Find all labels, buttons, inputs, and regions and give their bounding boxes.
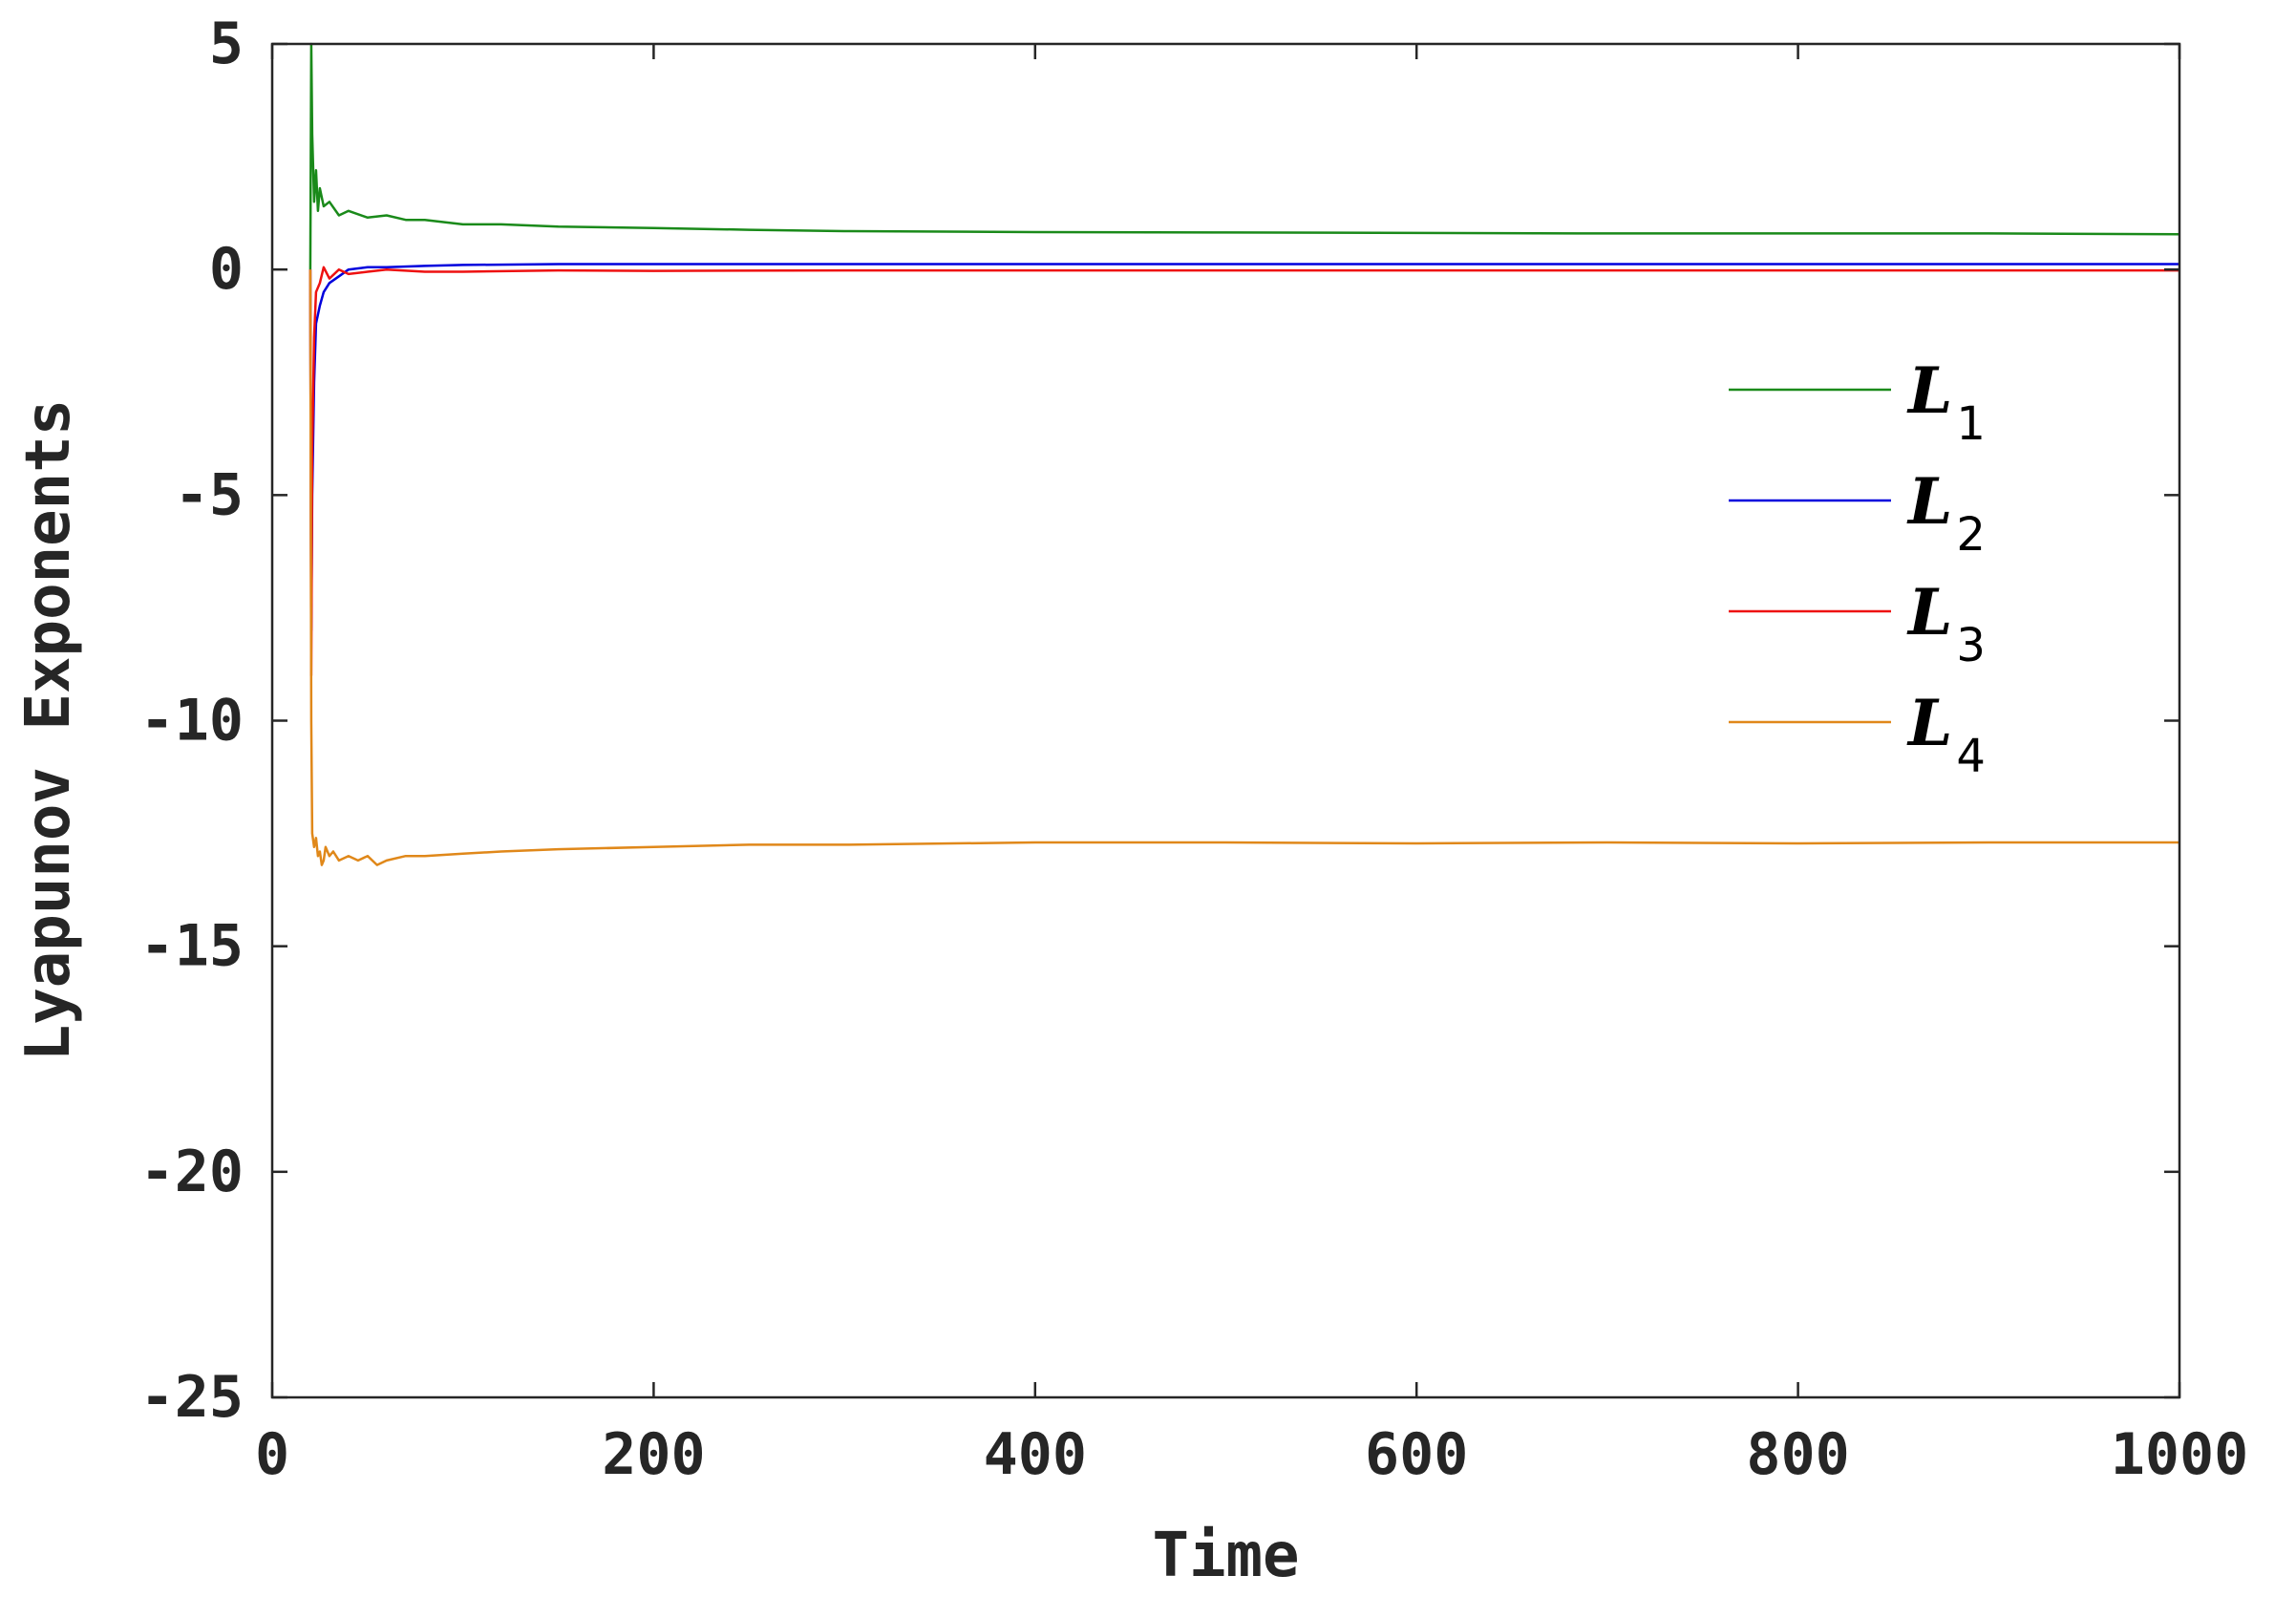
legend-label-subscript: 2 [1956, 508, 1986, 562]
series-line-l2 [308, 263, 2179, 632]
x-tick-label: 600 [1365, 1421, 1468, 1488]
x-axis-title: Time [1152, 1521, 1299, 1591]
x-tick-label: 400 [984, 1421, 1087, 1488]
legend-label-l3: L3 [1906, 575, 1986, 672]
legend-label-main: L [1906, 464, 1952, 539]
series-layer [308, 42, 2180, 866]
legend-label-main: L [1906, 686, 1952, 760]
y-tick-label: 5 [209, 11, 244, 77]
y-tick-label: -20 [140, 1139, 244, 1205]
y-tick-label: -5 [175, 461, 244, 528]
legend-label-main: L [1906, 575, 1952, 649]
series-line-l1 [308, 42, 2180, 270]
y-tick-label: 0 [209, 236, 244, 303]
y-tick-label: -15 [140, 913, 244, 980]
legend-label-subscript: 3 [1956, 619, 1986, 672]
legend-label-l1: L1 [1906, 353, 1986, 451]
legend-label-subscript: 1 [1956, 397, 1986, 451]
x-tick-label: 0 [255, 1421, 289, 1488]
series-line-l3 [308, 266, 2179, 677]
x-tick-label: 1000 [2111, 1421, 2249, 1488]
y-tick-label: -10 [140, 688, 244, 755]
tick-layer: 0 200 400 600 800 1000 -25 -20 -15 -10 -5 0 5 [140, 11, 2249, 1488]
legend-label-l2: L2 [1906, 464, 1986, 562]
y-axis-title: Lyapunov Exponents [13, 399, 84, 1062]
y-tick-label: -25 [140, 1364, 244, 1431]
series-line-l4 [308, 269, 2179, 866]
x-tick-label: 800 [1746, 1421, 1849, 1488]
x-tick-label: 200 [602, 1421, 705, 1488]
legend-label-subscript: 4 [1956, 730, 1986, 783]
legend-label-l4: L4 [1906, 686, 1986, 783]
legend-label-main: L [1906, 353, 1952, 428]
